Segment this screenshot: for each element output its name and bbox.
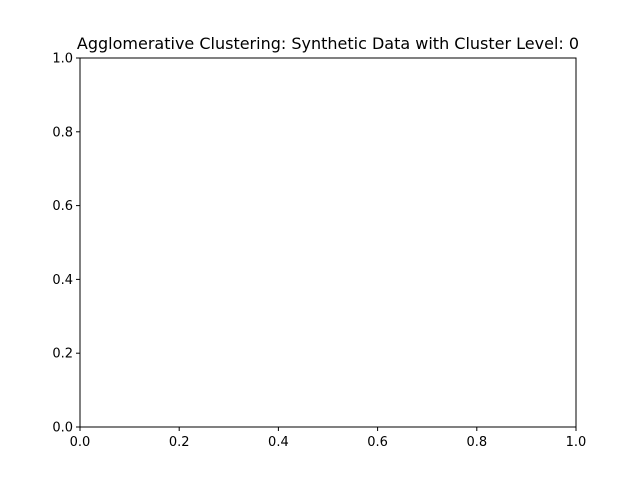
y-tick-label: 1.0 <box>52 52 73 67</box>
chart-title: Agglomerative Clustering: Synthetic Data… <box>77 34 579 53</box>
x-tick-label: 0.2 <box>169 435 190 450</box>
y-tick-label: 0.6 <box>52 199 73 214</box>
x-tick-label: 0.0 <box>70 435 91 450</box>
axes-frame <box>79 57 577 428</box>
plot-area <box>80 58 576 427</box>
y-axis: 0.0 0.2 0.4 0.6 0.8 1.0 <box>52 52 80 436</box>
axes-spines <box>79 57 577 428</box>
y-tick-label: 0.4 <box>52 273 73 288</box>
x-axis: 0.0 0.2 0.4 0.6 0.8 1.0 <box>70 427 587 450</box>
x-tick-label: 0.4 <box>268 435 289 450</box>
plot-background <box>80 58 576 427</box>
y-tick-label: 0.0 <box>52 421 73 436</box>
x-tick-label: 0.8 <box>466 435 487 450</box>
x-tick-label: 1.0 <box>566 435 587 450</box>
y-tick-label: 0.8 <box>52 125 73 140</box>
y-tick-label: 0.2 <box>52 347 73 362</box>
x-tick-label: 0.6 <box>367 435 388 450</box>
